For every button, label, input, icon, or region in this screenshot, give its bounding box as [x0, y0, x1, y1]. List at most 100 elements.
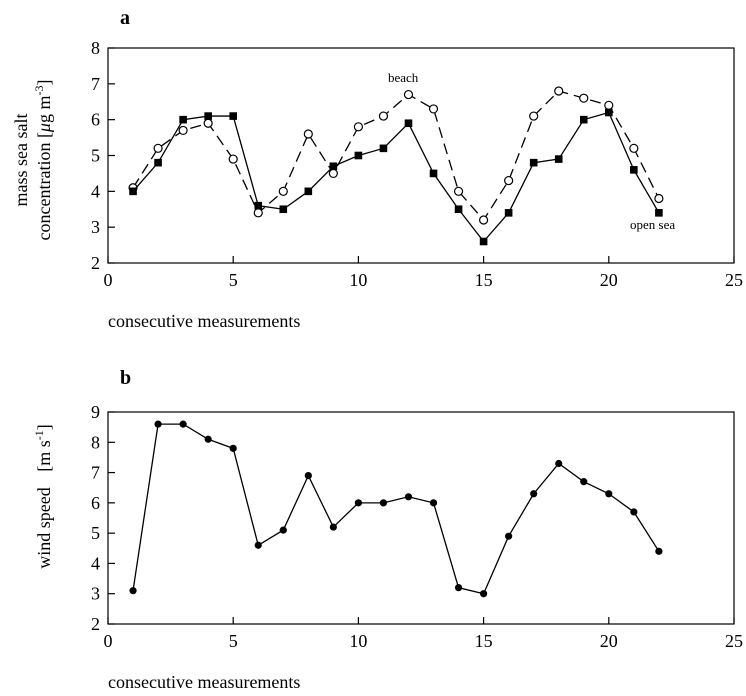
panel-a-label: a — [120, 7, 130, 29]
panel-b-series-0-point — [129, 587, 137, 595]
panel-a-series-beach-point — [353, 122, 363, 132]
panel-a-ytick-label: 6 — [91, 110, 100, 130]
panel-a-xtick-label: 25 — [725, 270, 743, 290]
annotation-open-sea: open sea — [630, 217, 675, 232]
panel-b-series-0-point — [279, 526, 287, 534]
panel-b-series-0-point — [329, 523, 337, 531]
panel-b-frame — [107, 411, 735, 625]
panel-a-series-open-sea-point — [529, 158, 538, 167]
panel-a-ylabel-exp: -3 — [32, 85, 46, 95]
panel-a-series-beach-point — [328, 168, 338, 179]
panel-b-xtick-label: 5 — [229, 631, 238, 651]
panel-a-series-open-sea-point — [429, 169, 438, 178]
panel-a-ylabel-mu: μ — [34, 123, 54, 133]
panel-a-series-beach-point — [479, 215, 489, 225]
panel-b: b wind speed [m s-1] consecutive measure… — [32, 367, 743, 692]
panel-a-ylabel-bracket-open: concentration [ — [34, 132, 54, 240]
panel-b-series-0-point — [179, 420, 187, 428]
panel-a-series-beach-point — [529, 111, 539, 121]
panel-b-label: b — [120, 367, 131, 389]
panel-b-series-0-point — [630, 508, 638, 516]
panel-b-series-0-point — [454, 584, 463, 592]
panel-a-series-beach-point — [303, 129, 313, 139]
panel-a-series-open-sea-line — [132, 111, 660, 243]
panel-a-series-open-sea-point — [404, 119, 413, 128]
panel-b-xtick-label: 20 — [600, 631, 618, 651]
panel-b-xtick-label: 0 — [104, 631, 113, 651]
panel-a-series-open-sea-point — [630, 166, 638, 174]
panel-b-ylabel-exp: -1 — [32, 430, 46, 440]
panel-b-series-0-point — [505, 532, 513, 540]
panel-a-series-beach-point — [278, 186, 288, 196]
panel-b-ylabel-unit-open: [m s — [34, 440, 54, 472]
panel-b-series-0-point — [229, 444, 237, 452]
panel-b-ytick-label: 5 — [91, 523, 100, 543]
panel-a-series-beach-point — [579, 93, 589, 103]
panel-a-series-open-sea-point — [304, 187, 313, 196]
panel-b-series-0-point — [429, 499, 438, 507]
panel-b-ytick-label: 3 — [91, 584, 100, 604]
panel-a-xtick-label: 5 — [229, 270, 238, 290]
panel-a-series-open-sea-point — [329, 162, 338, 171]
panel-a-series-beach-point — [453, 186, 464, 196]
panel-b-series-0-point — [304, 472, 312, 480]
panel-b-series-0-point — [480, 590, 488, 598]
panel-a-series-beach-point — [378, 111, 389, 121]
panel-a-ytick-label: 8 — [91, 38, 100, 58]
panel-a-ylabel-line1: mass sea salt — [11, 114, 31, 207]
panel-a-ytick-label: 4 — [91, 181, 100, 201]
panel-b-series-0-point — [354, 499, 362, 507]
panel-a-series-beach-line — [132, 90, 660, 222]
panel-a-ylabel-bracket-close: ] — [34, 79, 54, 85]
panel-a-ylabel-line2: concentration [μg m-3] — [32, 79, 54, 240]
panel-b-ytick-label: 7 — [91, 463, 100, 483]
panel-b-series-0-point — [404, 493, 413, 501]
panel-a-series-beach-point — [504, 175, 514, 186]
panel-a-series-open-sea-point — [129, 187, 137, 196]
panel-a-series-open-sea-point — [504, 209, 513, 217]
panel-a-series-beach-point — [153, 143, 163, 153]
panel-a-series-beach-point — [654, 193, 664, 204]
panel-a-xlabel: consecutive measurements — [108, 311, 300, 331]
panel-a-series-open-sea-point — [229, 112, 237, 120]
panel-a-xtick-label: 0 — [104, 270, 113, 290]
panel-b-series-0-point — [530, 490, 538, 498]
panel-a-xtick-label: 10 — [349, 270, 367, 290]
panel-a-xtick-label: 20 — [600, 270, 618, 290]
panel-a-series-open-sea-point — [179, 115, 187, 124]
panel-a-series-open-sea-point — [154, 158, 162, 167]
panel-b-ylabel-unit: [m s-1] — [32, 424, 54, 472]
panel-a-series-beach-point — [629, 143, 639, 153]
panel-a-series-open-sea-point — [605, 108, 613, 117]
panel-a-series-open-sea-point — [279, 205, 288, 214]
panel-a-plot: 0 5 10 15 20 25 2 3 4 5 6 7 8 — [91, 38, 743, 290]
panel-a-series-open-sea-point — [454, 205, 463, 214]
panel-a-series-beach-point — [253, 208, 263, 218]
panel-a-series-open-sea-point — [204, 112, 212, 120]
panel-b-ytick-label: 8 — [91, 432, 100, 452]
panel-a-series-beach-point — [228, 154, 238, 164]
panel-a-series-open-sea-point — [254, 201, 263, 210]
panel-b-xtick-label: 10 — [349, 631, 367, 651]
panel-a-ytick-label: 5 — [91, 146, 100, 166]
panel-b-ytick-label: 4 — [91, 553, 100, 573]
panel-b-xtick-label: 15 — [475, 631, 493, 651]
panel-b-series-0-point — [655, 547, 663, 555]
panel-b-series-0-point — [204, 435, 212, 443]
panel-b-plot: 0 5 10 15 20 25 2 3 4 5 6 7 8 9 — [91, 402, 743, 651]
panel-a-series-beach-point — [604, 100, 614, 110]
panel-a-series-beach-point — [178, 125, 188, 136]
panel-a-series-open-sea-point — [554, 155, 563, 163]
panel-a: a mass sea salt concentration [μg m-3] c… — [11, 7, 743, 331]
panel-b-ytick-label: 9 — [91, 402, 100, 422]
panel-b-series-0-point — [605, 490, 613, 498]
panel-b-xtick-label: 25 — [725, 631, 743, 651]
panel-b-series-0-point — [254, 541, 262, 549]
panel-a-series-beach-point — [554, 86, 564, 96]
panel-b-ytick-label: 6 — [91, 493, 100, 513]
panel-a-series-open-sea-point — [655, 209, 663, 217]
panel-a-series-beach-point — [403, 89, 414, 100]
panel-a-series-open-sea-point — [579, 115, 588, 124]
panel-a-ytick-label: 7 — [91, 74, 100, 94]
